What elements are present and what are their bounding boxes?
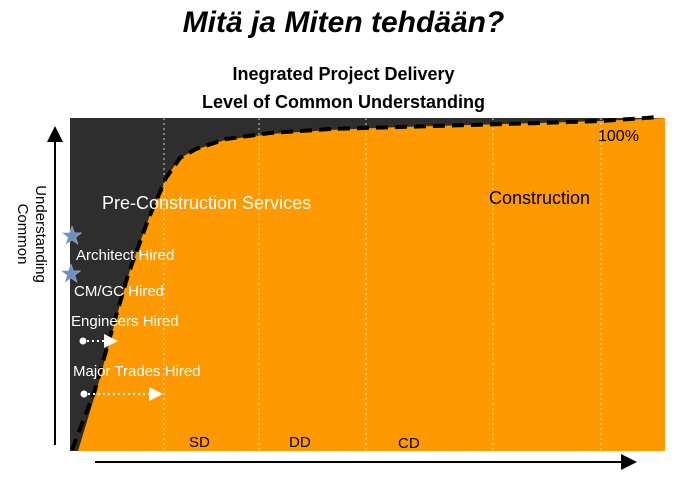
stage-dividers: [163, 118, 602, 451]
slide-title: Mitä ja Miten tehdään?: [182, 6, 505, 39]
cmgc-hired-label: CM/GC Hired: [74, 283, 164, 300]
trades-start-dot: [80, 390, 88, 398]
engineers-hired-label: Engineers Hired: [71, 313, 179, 330]
y-axis-label: Common Understanding: [4, 178, 48, 290]
architect-hired-label: Architect Hired: [76, 247, 174, 264]
understanding-area: [78, 118, 665, 451]
stage-label-dd: DD: [289, 434, 311, 451]
top-percentage-label: 100%: [598, 128, 639, 145]
y-axis-label-line-2: Understanding: [32, 185, 48, 283]
preconstruction-label: Pre-Construction Services: [102, 193, 311, 213]
stage-label-cd: CD: [398, 435, 420, 452]
star-icon: [60, 263, 82, 283]
chart-title-line-2: Level of Common Understanding: [201, 92, 486, 112]
engineers-start-dot: [79, 337, 87, 345]
stage-label-sd: SD: [189, 434, 210, 451]
trades-hired-label: Major Trades Hired: [73, 363, 201, 380]
understanding-curve: [70, 115, 661, 451]
star-icon: [61, 225, 83, 245]
y-axis-label-line-1: Common: [14, 204, 31, 265]
construction-label: Construction: [489, 188, 590, 208]
chart-title-line-1: Inegrated Project Delivery: [232, 64, 455, 84]
